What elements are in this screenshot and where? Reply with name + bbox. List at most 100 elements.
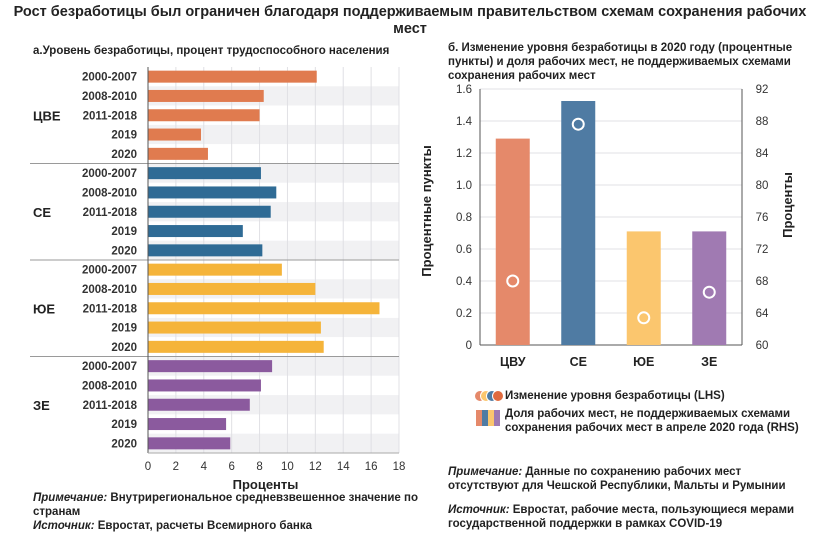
y-right-tick-label: 76 (756, 212, 769, 224)
category-label: 2019 (111, 130, 137, 142)
category-label: 2020 (111, 342, 137, 354)
category-label: СЕ (570, 355, 587, 369)
y-right-tick-label: 84 (756, 148, 769, 160)
y-right-tick-label: 88 (756, 116, 769, 128)
bar (148, 398, 250, 411)
row-band (148, 124, 399, 145)
category-label: ЗЕ (701, 355, 717, 369)
category-label: 2008-2010 (82, 284, 137, 296)
y-right-tick-label: 80 (756, 180, 769, 192)
category-label: 2020 (111, 149, 137, 161)
x-tick-label: 8 (256, 461, 262, 473)
bar (148, 109, 260, 122)
bar (148, 418, 227, 431)
data-point (702, 285, 716, 299)
category-label: ЮЕ (633, 355, 654, 369)
x-tick-label: 4 (201, 461, 208, 473)
panel-a-title: а.Уровень безработицы, процент трудоспос… (33, 45, 390, 57)
bar (148, 360, 273, 373)
source-label: Источник: (33, 520, 95, 532)
x-tick-label: 16 (365, 461, 378, 473)
y-left-tick-label: 0.4 (456, 276, 473, 288)
y-right-tick-label: 92 (756, 84, 769, 96)
category-label: 2011-2018 (83, 207, 138, 219)
source-text: Евростат, рабочие места, пользующиеся ме… (448, 504, 795, 530)
y-left-tick-label: 1.0 (456, 180, 472, 192)
y-left-tick-label: 0.6 (456, 244, 472, 256)
bar (148, 282, 316, 295)
x-tick-label: 14 (337, 461, 350, 473)
category-label: 2019 (111, 419, 137, 431)
legend-bars-label: Доля рабочих мест, не поддерживаемых схе… (505, 408, 799, 434)
data-point (506, 274, 520, 288)
y-left-tick-label: 1.6 (456, 84, 472, 96)
category-label: 2020 (111, 245, 137, 257)
group-label: ЗЕ (33, 398, 50, 413)
panel-a-source: Источник: Евростат, расчеты Всемирного б… (33, 519, 423, 533)
panel-b-source: Источник: Евростат, рабочие места, польз… (448, 503, 808, 531)
x-tick-label: 10 (281, 461, 294, 473)
group-label: СЕ (33, 205, 51, 220)
x-tick-label: 6 (228, 461, 234, 473)
y-right-tick-label: 68 (756, 276, 769, 288)
bar (148, 263, 282, 276)
bar (626, 231, 661, 345)
bar (148, 302, 380, 315)
category-label: 2000-2007 (82, 72, 137, 84)
legend-bars-icon (476, 410, 500, 426)
y-right-axis-title: Проценты (780, 172, 795, 238)
y-right-tick-label: 60 (756, 340, 769, 352)
bar (148, 379, 261, 392)
category-label: 2000-2007 (82, 168, 137, 180)
y-left-tick-label: 1.4 (456, 116, 473, 128)
category-label: 2011-2018 (83, 400, 138, 412)
bar (148, 437, 231, 450)
panel-a-note: Примечание: Внутрирегиональное средневзв… (33, 491, 423, 519)
x-tick-label: 0 (145, 461, 151, 473)
group-label: ЦВЕ (33, 108, 61, 123)
category-label: 2020 (111, 438, 137, 450)
note-text: Внутрирегиональное средневзвешенное знач… (33, 492, 418, 518)
y-right-tick-label: 64 (756, 308, 769, 320)
category-label: 2019 (111, 323, 137, 335)
x-tick-label: 18 (393, 461, 406, 473)
bar (148, 321, 321, 334)
note-label: Примечание: (33, 492, 108, 504)
category-label: ЦВУ (500, 355, 526, 369)
category-label: 2011-2018 (83, 303, 138, 315)
bar (148, 225, 243, 238)
bar (495, 138, 530, 345)
source-text: Евростат, расчеты Всемирного банка (94, 520, 313, 532)
bar (148, 205, 271, 218)
category-label: 2008-2010 (82, 91, 137, 103)
category-label: 2000-2007 (82, 361, 137, 373)
bar (148, 340, 324, 353)
y-left-tick-label: 0.8 (456, 212, 472, 224)
y-left-tick-label: 0.2 (456, 308, 472, 320)
data-point (571, 117, 585, 131)
bar (148, 89, 264, 102)
group-label: ЮЕ (33, 301, 55, 316)
x-tick-label: 2 (173, 461, 179, 473)
bar (148, 70, 317, 83)
bar (561, 101, 596, 345)
x-tick-label: 12 (309, 461, 322, 473)
category-label: 2000-2007 (82, 265, 137, 277)
figure-title: Рост безработицы был ограничен благодаря… (13, 4, 807, 37)
bar (148, 147, 208, 160)
category-label: 2019 (111, 226, 137, 238)
bar (148, 244, 263, 257)
legend-dots-label: Изменение уровня безработицы (LHS) (505, 390, 725, 402)
data-point (637, 311, 651, 325)
y-left-axis-title: Процентные пункты (419, 145, 434, 276)
row-band (148, 144, 399, 164)
category-label: 2008-2010 (82, 380, 137, 392)
bar (148, 128, 201, 141)
x-axis-title: Проценты (233, 477, 299, 492)
category-label: 2011-2018 (83, 110, 138, 122)
category-label: 2008-2010 (82, 187, 137, 199)
y-left-tick-label: 1.2 (456, 148, 472, 160)
y-left-tick-label: 0 (466, 340, 472, 352)
